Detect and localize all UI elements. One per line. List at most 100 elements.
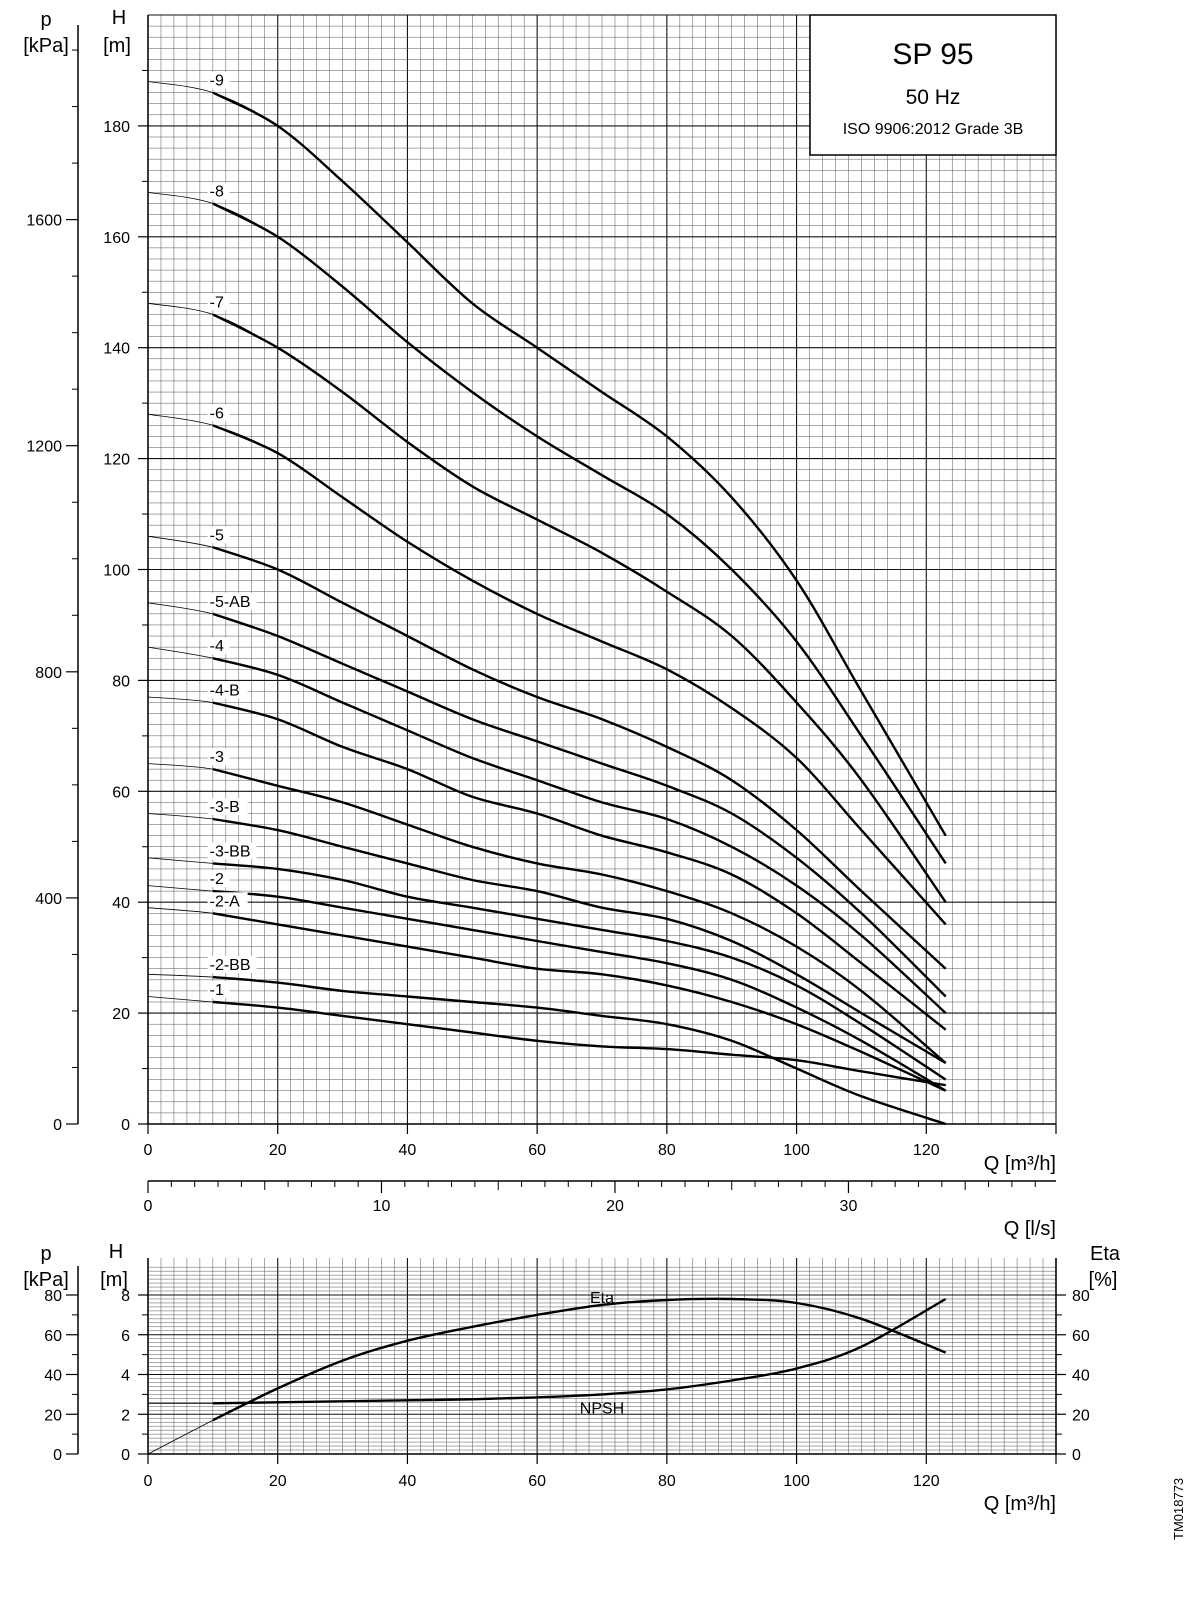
bottom-p-axis-tick-label: 60 — [44, 1328, 62, 1345]
curve--5-AB — [212, 612, 947, 998]
curve--4 — [212, 657, 947, 1014]
curve-label--3: -3 — [210, 749, 224, 766]
curve--7 — [212, 313, 947, 903]
bottom-x-axis-tick-label: 20 — [269, 1473, 287, 1490]
top-x-axis-label: Q [m³/h] — [984, 1153, 1056, 1175]
top-h-axis-unit: [m] — [103, 35, 131, 57]
bottom-h-axis-tick-label: 6 — [121, 1328, 130, 1345]
curve--1 — [212, 1000, 946, 1087]
bottom-p-axis-tick-label: 20 — [44, 1407, 62, 1424]
curve--4-thin — [147, 646, 946, 1014]
eta-curve-thin — [147, 1419, 214, 1455]
h-axis-tick-label: 0 — [121, 1117, 130, 1134]
curve-label--4-B: -4-B — [210, 683, 240, 700]
bottom-h-axis-tick-label: 0 — [121, 1447, 130, 1464]
curve-label--2-BB: -2-BB — [210, 957, 251, 974]
figure-id: TM018773 — [1171, 1478, 1186, 1540]
top-h-axis-label: H — [112, 7, 126, 29]
x-axis-tick-label: 20 — [269, 1142, 287, 1159]
top-p-axis-unit: [kPa] — [23, 35, 69, 57]
curve-label--2: -2 — [210, 871, 224, 888]
curve-label-bg — [207, 842, 257, 860]
h-axis-tick-label: 100 — [103, 563, 130, 580]
curve-label--5: -5 — [210, 527, 224, 544]
bottom-x-axis-tick-label: 80 — [658, 1473, 676, 1490]
curve-label-bg — [207, 637, 230, 655]
h-axis-tick-label: 20 — [112, 1006, 130, 1023]
curve-label-bg — [207, 892, 248, 910]
bottom-h-axis-tick-label: 4 — [121, 1368, 130, 1385]
curve-label--1: -1 — [210, 982, 224, 999]
curve--2 — [212, 889, 947, 1092]
chart-subtitle: 50 Hz — [906, 86, 961, 109]
curve--5-AB-thin — [147, 602, 946, 997]
bottom-x-axis-tick-label: 120 — [913, 1473, 940, 1490]
npsh-curve — [212, 1297, 947, 1405]
curve--3-BB — [212, 862, 947, 1081]
h-axis-tick-label: 80 — [112, 673, 130, 690]
curve-label-bg — [207, 981, 230, 999]
curve--6 — [212, 424, 947, 926]
bottom-p-axis-tick-label: 0 — [53, 1447, 62, 1464]
top-chart-axes: 0 20 40 60 80 100 120 140 160 180 0 400 800 1200 1600 0… — [26, 15, 1057, 1159]
eta-curve — [212, 1297, 947, 1422]
curve-label-bg — [207, 798, 248, 816]
p-axis-tick-label: 1200 — [26, 439, 62, 456]
curve-label-bg — [207, 182, 230, 200]
curve-label-bg — [207, 293, 230, 311]
curve-label--9: -9 — [210, 73, 224, 90]
curve--3-B-thin — [147, 813, 946, 1064]
curve-label--5-AB: -5-AB — [210, 594, 251, 611]
curve-label-bg — [207, 748, 230, 766]
top-p-axis-label: p — [40, 9, 51, 31]
bottom-h-axis-tick-label: 8 — [121, 1288, 130, 1305]
curve--2-A — [212, 912, 947, 1092]
h-axis-tick-label: 40 — [112, 895, 130, 912]
flow-l-per-s-label: Q [l/s] — [1004, 1218, 1056, 1240]
eta-axis-tick-label: 0 — [1072, 1447, 1081, 1464]
bottom-p-axis-tick-label: 40 — [44, 1368, 62, 1385]
curve-label-bg — [207, 592, 257, 610]
ls-axis-tick-label: 20 — [606, 1198, 624, 1215]
curve-label--2-A: -2-A — [210, 893, 241, 910]
curve-label--6: -6 — [210, 405, 224, 422]
curve--2-BB — [212, 975, 947, 1126]
curve-label-bg — [207, 870, 230, 888]
curve-label-bg — [207, 956, 257, 974]
curve-label--7: -7 — [210, 294, 224, 311]
curve--8 — [212, 202, 947, 865]
eta-axis-label: Eta — [1090, 1243, 1121, 1265]
curve-label--8: -8 — [210, 184, 224, 201]
chart-title: SP 95 — [892, 38, 973, 71]
curve--3 — [212, 767, 947, 1064]
curve--4-B — [212, 701, 947, 1031]
h-axis-tick-label: 120 — [103, 452, 130, 469]
curve-label-bg — [207, 526, 230, 544]
top-chart-curve-labels: -9 -8 -7 -6 -5 -5-AB -4 -4-B -3 -3-B -3-BB -2 -2-A -2… — [207, 71, 257, 999]
eta-curve-label: Eta — [590, 1290, 614, 1307]
bottom-h-axis-tick-label: 2 — [121, 1407, 130, 1424]
curve--3-B — [212, 817, 947, 1065]
x-axis-tick-label: 40 — [399, 1142, 417, 1159]
eta-axis-tick-label: 20 — [1072, 1407, 1090, 1424]
curve--5 — [212, 546, 947, 970]
bottom-h-axis-label: H — [109, 1241, 123, 1263]
eta-axis-tick-label: 40 — [1072, 1368, 1090, 1385]
top-chart-grid — [147, 14, 1057, 1125]
bottom-p-axis-label: p — [40, 1243, 51, 1265]
bottom-x-axis-tick-label: 60 — [528, 1473, 546, 1490]
curve--2-BB-thin — [147, 973, 946, 1125]
curve-label--4: -4 — [210, 638, 224, 655]
ls-axis-tick-label: 10 — [373, 1198, 391, 1215]
curve-label-bg — [207, 681, 248, 699]
curve-label--3-B: -3-B — [210, 799, 240, 816]
h-axis-tick-label: 160 — [103, 230, 130, 247]
bottom-chart-grid — [147, 1258, 1057, 1455]
x-axis-tick-label: 60 — [528, 1142, 546, 1159]
bottom-p-axis-unit: [kPa] — [23, 1269, 69, 1291]
curve-label-bg — [207, 404, 230, 422]
top-chart-curves — [147, 81, 947, 1126]
curve--9 — [212, 91, 947, 837]
